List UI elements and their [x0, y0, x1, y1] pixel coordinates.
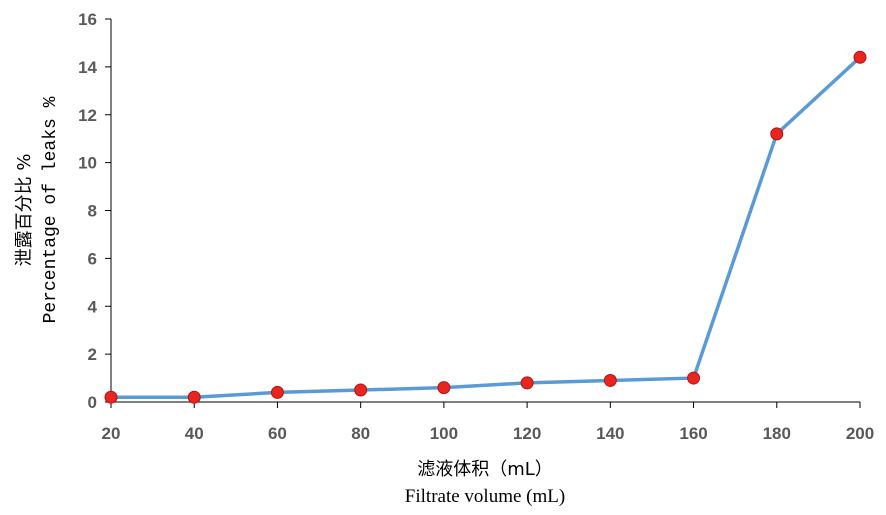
x-tick-label: 40 — [185, 424, 204, 443]
x-tick-label: 160 — [679, 424, 707, 443]
data-point — [770, 127, 784, 141]
y-axis-label-en: Percentage of leaks % — [41, 96, 61, 323]
y-tick-label: 8 — [88, 202, 97, 221]
y-tick-label: 4 — [88, 297, 98, 316]
x-tick-label: 80 — [351, 424, 370, 443]
data-point — [354, 383, 368, 397]
x-tick-label: 60 — [268, 424, 287, 443]
x-tick-label: 200 — [846, 424, 874, 443]
x-axis-label-en: Filtrate volume (mL) — [405, 486, 565, 507]
y-axis-label: 泄露百分比 % — [14, 154, 35, 267]
y-tick-label: 6 — [88, 249, 97, 268]
x-tick-label: 180 — [763, 424, 791, 443]
y-tick-label: 14 — [78, 58, 97, 77]
series-layer — [104, 50, 867, 404]
y-tick-label: 0 — [88, 393, 97, 412]
x-tick-label: 120 — [513, 424, 541, 443]
data-point — [520, 376, 534, 390]
x-axis-label: 滤液体积（mL） — [417, 459, 553, 480]
data-point — [603, 373, 617, 387]
axis-labels: 滤液体积（mL） Filtrate volume (mL) 泄露百分比 % Pe… — [14, 96, 565, 507]
data-point — [104, 390, 118, 404]
y-tick-label: 10 — [78, 154, 97, 173]
x-tick-label: 100 — [430, 424, 458, 443]
x-tick-label: 140 — [596, 424, 624, 443]
axes: 0 2 4 6 8 10 12 14 16 20 40 60 80 100 120 140 160 180 200 — [78, 10, 874, 443]
x-tick-label: 20 — [102, 424, 121, 443]
data-point — [437, 381, 451, 395]
y-tick-label: 16 — [78, 10, 97, 29]
data-point — [187, 390, 201, 404]
y-tick-label: 2 — [88, 345, 97, 364]
data-point — [853, 50, 867, 64]
series-line — [109, 55, 862, 399]
data-point — [687, 371, 701, 385]
data-point — [270, 385, 284, 399]
y-tick-label: 12 — [78, 106, 97, 125]
